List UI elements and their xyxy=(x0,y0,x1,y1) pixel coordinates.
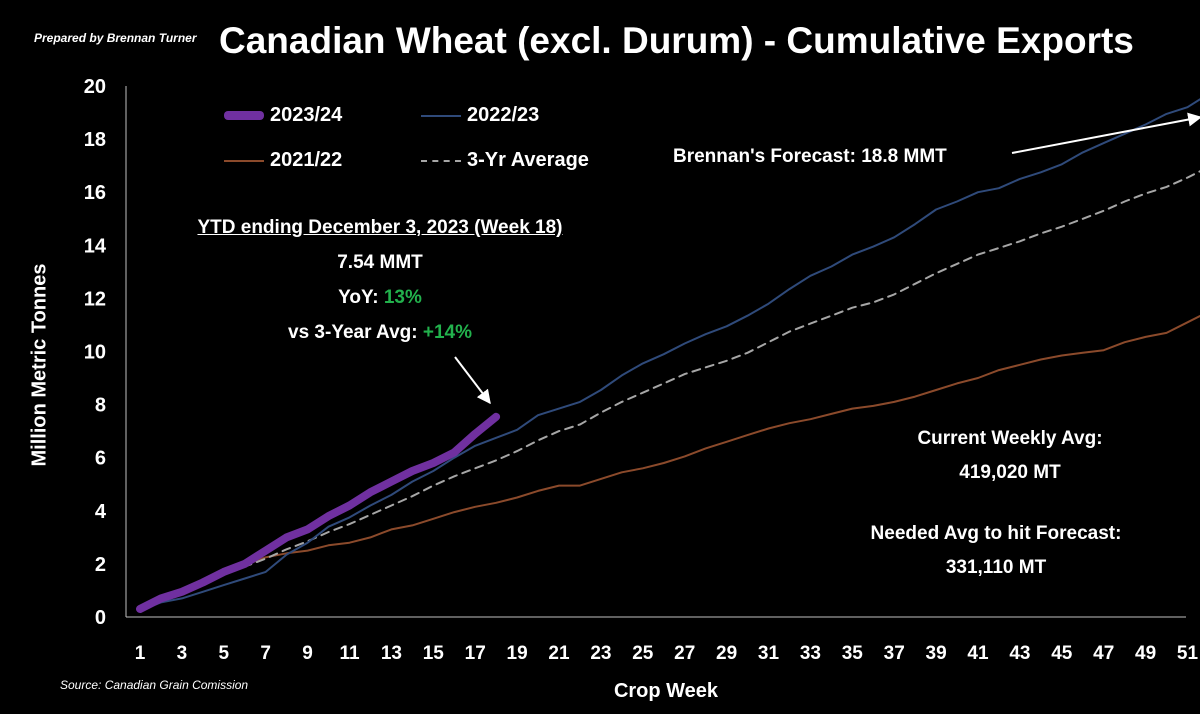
forecast-annotation: Brennan's Forecast: 18.8 MMT xyxy=(673,146,947,167)
legend-label-3yr-avg: 3-Yr Average xyxy=(467,149,589,171)
needed-avg-label: Needed Avg to hit Forecast: xyxy=(870,523,1122,544)
yoy-value: 13% xyxy=(383,287,422,308)
legend-item-2023-24: 2023/24 xyxy=(224,104,342,127)
legend-swatch-2022-23 xyxy=(421,114,461,117)
x-tick-label: 25 xyxy=(632,643,654,664)
series-line-3-yr-average xyxy=(139,170,1200,610)
ytd-summary: YTD ending December 3, 2023 (Week 18) 7.… xyxy=(197,210,562,350)
x-tick-label: 17 xyxy=(465,643,486,664)
x-tick-label: 15 xyxy=(423,643,445,664)
x-tick-label: 39 xyxy=(926,643,947,664)
vs-avg-label: vs 3-Year Avg: xyxy=(288,322,423,343)
x-tick-label: 13 xyxy=(381,643,402,664)
x-tick-label: 3 xyxy=(177,643,188,664)
x-tick-label: 47 xyxy=(1093,643,1114,664)
weekly-avg-block: Current Weekly Avg: 419,020 MT xyxy=(917,422,1102,490)
x-tick-label: 23 xyxy=(590,643,611,664)
legend-item-2021-22: 2021/22 xyxy=(224,149,342,172)
vs-avg-line: vs 3-Year Avg: +14% xyxy=(197,315,562,350)
prepared-by: Prepared by Brennan Turner xyxy=(34,31,197,45)
x-tick-label: 41 xyxy=(967,643,989,664)
legend-label-2022-23: 2022/23 xyxy=(467,104,540,126)
y-tick-label: 14 xyxy=(84,235,107,257)
x-tick-label: 11 xyxy=(339,643,360,664)
needed-avg-block: Needed Avg to hit Forecast: 331,110 MT xyxy=(871,517,1122,585)
ytd-value: 7.54 MMT xyxy=(337,252,423,273)
x-tick-label: 7 xyxy=(260,643,271,664)
y-tick-label: 2 xyxy=(95,554,106,576)
x-tick-label: 1 xyxy=(135,643,146,664)
source-note: Source: Canadian Grain Comission xyxy=(60,678,249,692)
y-tick-label: 8 xyxy=(95,395,106,417)
x-tick-label: 19 xyxy=(507,643,528,664)
x-tick-label: 49 xyxy=(1135,643,1156,664)
vs-avg-value: +14% xyxy=(422,322,472,343)
y-tick-label: 10 xyxy=(84,342,106,364)
yoy-label: YoY: xyxy=(338,287,384,308)
y-tick-label: 0 xyxy=(95,607,106,629)
legend-swatch-2021-22 xyxy=(224,159,264,162)
needed-avg-value: 331,110 MT xyxy=(945,557,1047,578)
series-line-2021-22 xyxy=(139,314,1200,609)
x-tick-label: 9 xyxy=(302,643,313,664)
legend-label-2021-22: 2021/22 xyxy=(270,149,343,171)
y-axis-label: Million Metric Tonnes xyxy=(28,263,51,467)
series-line-2022-23 xyxy=(139,98,1200,612)
x-tick-label: 35 xyxy=(842,643,864,664)
weekly-avg-value: 419,020 MT xyxy=(959,462,1061,483)
x-tick-label: 51 xyxy=(1177,643,1199,664)
ytd-heading: YTD ending December 3, 2023 (Week 18) xyxy=(197,217,563,238)
x-tick-label: 5 xyxy=(219,643,230,664)
legend-swatch-2023-24 xyxy=(224,111,264,120)
x-tick-label: 45 xyxy=(1051,643,1073,664)
y-tick-label: 4 xyxy=(95,501,107,523)
y-tick-label: 20 xyxy=(84,76,106,98)
y-tick-label: 16 xyxy=(84,182,106,204)
series-line-2023-24 xyxy=(136,412,501,613)
ytd-arrow xyxy=(454,356,491,405)
legend-swatch-3yr-avg xyxy=(421,159,461,162)
chart-title: Canadian Wheat (excl. Durum) - Cumulativ… xyxy=(219,20,1134,61)
weekly-avg-label: Current Weekly Avg: xyxy=(917,428,1103,449)
legend-label-2023-24: 2023/24 xyxy=(270,104,343,126)
yoy-line: YoY: 13% xyxy=(197,280,562,315)
legend-item-2022-23: 2022/23 xyxy=(421,104,539,127)
forecast-arrow xyxy=(1011,112,1200,154)
x-axis-label: Crop Week xyxy=(613,680,719,702)
y-tick-label: 6 xyxy=(95,448,106,470)
y-tick-label: 12 xyxy=(84,288,106,310)
x-tick-label: 29 xyxy=(716,643,737,664)
x-tick-label: 43 xyxy=(1009,643,1030,664)
x-tick-label: 27 xyxy=(674,643,695,664)
x-tick-label: 33 xyxy=(800,643,821,664)
x-tick-label: 37 xyxy=(884,643,905,664)
x-tick-label: 21 xyxy=(548,643,570,664)
legend-item-3yr-avg: 3-Yr Average xyxy=(421,149,589,172)
y-tick-label: 18 xyxy=(84,129,106,151)
x-tick-label: 31 xyxy=(758,643,780,664)
